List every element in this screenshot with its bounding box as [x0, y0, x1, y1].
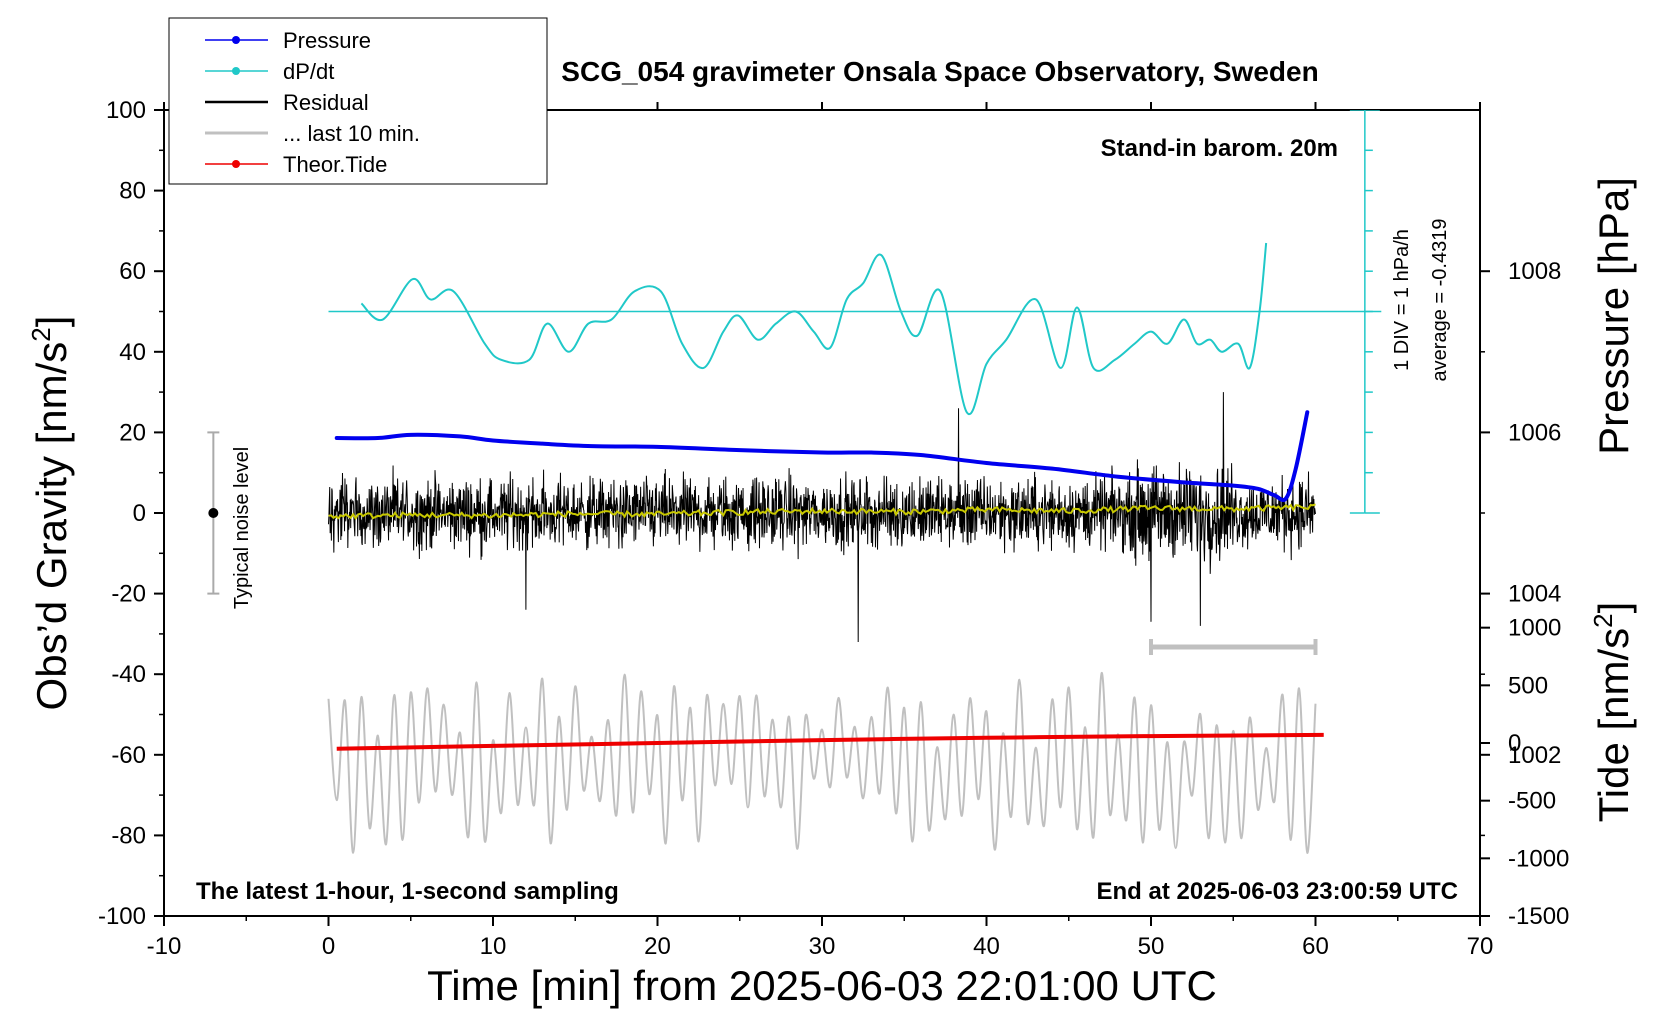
dpdt-scale-bar: [1349, 110, 1380, 514]
last-10-min-bar: [1149, 639, 1318, 655]
x-axis-ticks: -10 0 10 20 30 40 50 60 70: [147, 102, 1494, 960]
legend-swatch-tide-dot: [232, 160, 240, 168]
tide-tick-label: 500: [1508, 672, 1548, 699]
pressure-line: [334, 410, 1310, 503]
legend: Pressure dP/dt Residual ... last 10 min.…: [168, 17, 548, 185]
noise-level-bar: [207, 431, 220, 595]
y-axis-title-left-sup: 2: [26, 327, 56, 341]
tide-tick-label: 0: [1508, 730, 1521, 757]
x-tick-label: 70: [1467, 933, 1494, 960]
y-tick-label: -100: [98, 903, 146, 930]
x-tick-label: 50: [1138, 933, 1165, 960]
y-tick-label: 0: [133, 500, 146, 527]
legend-residual-label: Residual: [283, 90, 369, 115]
chart-title: SCG_054 gravimeter Onsala Space Observat…: [561, 56, 1318, 87]
y-tick-label: 20: [119, 419, 146, 446]
pressure-tick-label: 1006: [1508, 419, 1561, 446]
tide-axis-ticks: 1000 500 0 -500 -1000 -1500: [1480, 615, 1569, 930]
series-dpdt: [328, 242, 1382, 416]
series-residual: [328, 392, 1316, 642]
annotation-latest: The latest 1-hour, 1-second sampling: [196, 878, 619, 905]
y-tick-label: -60: [111, 742, 146, 769]
pressure-tick-label: 1008: [1508, 258, 1561, 285]
tide-axis-title: Tide [nm/s2]: [1588, 602, 1637, 823]
series-last-10-min: [327, 671, 1317, 854]
legend-dpdt-label: dP/dt: [283, 59, 334, 84]
residual-smoothed-line: [328, 503, 1316, 521]
series-pressure: [334, 410, 1310, 503]
x-tick-label: -10: [147, 933, 182, 960]
pressure-tick-label: 1004: [1508, 581, 1561, 608]
tide-tick-label: -1500: [1508, 903, 1569, 930]
annotation-stand-in-barom: Stand-in barom. 20m: [1101, 135, 1338, 162]
last-10-min-line: [327, 671, 1317, 854]
y-axis-ticks: 100 80 60 40 20 0 -20 -40 -60 -80 -100: [98, 97, 164, 930]
legend-swatch-pressure-dot: [232, 36, 240, 44]
y-tick-label: 100: [106, 97, 146, 124]
y-tick-label: -80: [111, 822, 146, 849]
x-tick-label: 0: [322, 933, 335, 960]
series-theor-tide: [336, 732, 1324, 751]
tide-tick-label: -500: [1508, 788, 1556, 815]
x-tick-label: 30: [809, 933, 836, 960]
tide-tick-label: -1000: [1508, 845, 1569, 872]
legend-swatch-dpdt-dot: [232, 67, 240, 75]
y-axis-title-left-end: ]: [28, 316, 75, 328]
tide-axis-title-sup: 2: [1588, 613, 1618, 627]
dpdt-line: [360, 242, 1268, 416]
tide-axis-title-main: Tide [nm/s: [1590, 628, 1637, 823]
x-tick-label: 20: [644, 933, 671, 960]
annotation-end: End at 2025-06-03 23:00:59 UTC: [1097, 878, 1459, 905]
y-tick-label: 80: [119, 178, 146, 205]
annotation-average: average = -0.4319: [1429, 219, 1451, 382]
x-tick-label: 60: [1302, 933, 1329, 960]
pressure-axis-ticks: 1008 1006 1004 1002: [1480, 258, 1561, 837]
residual-line: [328, 392, 1316, 642]
legend-last10-label: ... last 10 min.: [283, 121, 420, 146]
x-tick-label: 40: [973, 933, 1000, 960]
tide-axis-title-end: ]: [1590, 602, 1637, 614]
pressure-tick-label: 1002: [1508, 742, 1561, 769]
y-tick-label: -40: [111, 661, 146, 688]
legend-swatches: [205, 36, 268, 168]
y-tick-label: -20: [111, 581, 146, 608]
series-residual-smoothed: [328, 503, 1316, 521]
noise-bar-center-dot: [208, 508, 219, 518]
tide-tick-label: 1000: [1508, 615, 1561, 642]
x-axis-title: Time [min] from 2025-06-03 22:01:00 UTC: [427, 962, 1217, 1009]
legend-pressure-label: Pressure: [283, 28, 371, 53]
y-axis-title-left: Obs’d Gravity [nm/s2]: [26, 316, 75, 711]
x-tick-label: 10: [480, 933, 507, 960]
annotation-noise: Typical noise level: [231, 447, 253, 609]
y-tick-label: 60: [119, 258, 146, 285]
y-tick-label: 40: [119, 339, 146, 366]
annotation-div: 1 DIV = 1 hPa/h: [1391, 229, 1413, 371]
y-axis-title-left-main: Obs’d Gravity [nm/s: [28, 342, 75, 711]
pressure-axis-title: Pressure [hPa]: [1590, 177, 1637, 455]
tide-line: [336, 732, 1324, 751]
legend-tide-label: Theor.Tide: [283, 152, 387, 177]
